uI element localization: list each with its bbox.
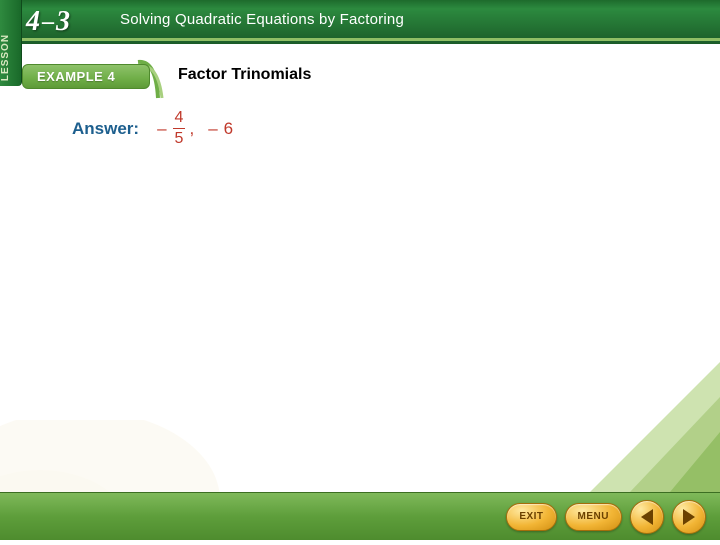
corner-decoration — [560, 362, 720, 492]
prev-button[interactable] — [630, 500, 664, 534]
chapter-number: 4 — [26, 6, 40, 38]
fraction: 4 5 — [173, 110, 186, 147]
header-divider — [0, 38, 720, 41]
example-badge: EXAMPLE 4 — [22, 64, 150, 89]
triangle-right-icon — [683, 509, 695, 525]
lesson-dash: – — [42, 9, 54, 36]
fraction-denominator: 5 — [173, 131, 186, 147]
answer-second-value: 6 — [224, 119, 233, 139]
menu-button[interactable]: MENU — [565, 503, 622, 531]
example-title: Factor Trinomials — [178, 66, 311, 84]
header: 4 – 3 Solving Quadratic Equations by Fac… — [0, 0, 720, 44]
menu-button-label: MENU — [578, 511, 609, 522]
minus-sign-1: – — [157, 119, 166, 139]
triangle-left-icon — [641, 509, 653, 525]
answer-separator: , — [189, 119, 194, 139]
lesson-side-tab: LESSON — [0, 0, 22, 86]
slide: LESSON 4 – 3 Solving Quadratic Equations… — [0, 0, 720, 540]
answer-row: Answer: – 4 5 , – 6 — [72, 110, 720, 147]
fraction-numerator: 4 — [173, 110, 186, 126]
exit-button[interactable]: EXIT — [506, 503, 556, 531]
answer-label: Answer: — [72, 119, 139, 139]
example-bar: EXAMPLE 4 — [22, 62, 150, 90]
fraction-bar — [173, 128, 186, 129]
exit-button-label: EXIT — [519, 511, 543, 522]
section-number: 3 — [56, 6, 70, 38]
answer-value: – 4 5 , – 6 — [157, 110, 233, 147]
content-area: Answer: – 4 5 , – 6 — [0, 110, 720, 147]
minus-sign-2: – — [208, 119, 217, 139]
lesson-tab-label: LESSON — [0, 34, 11, 81]
next-button[interactable] — [672, 500, 706, 534]
footer: EXIT MENU — [0, 492, 720, 540]
lesson-title: Solving Quadratic Equations by Factoring — [120, 11, 404, 28]
